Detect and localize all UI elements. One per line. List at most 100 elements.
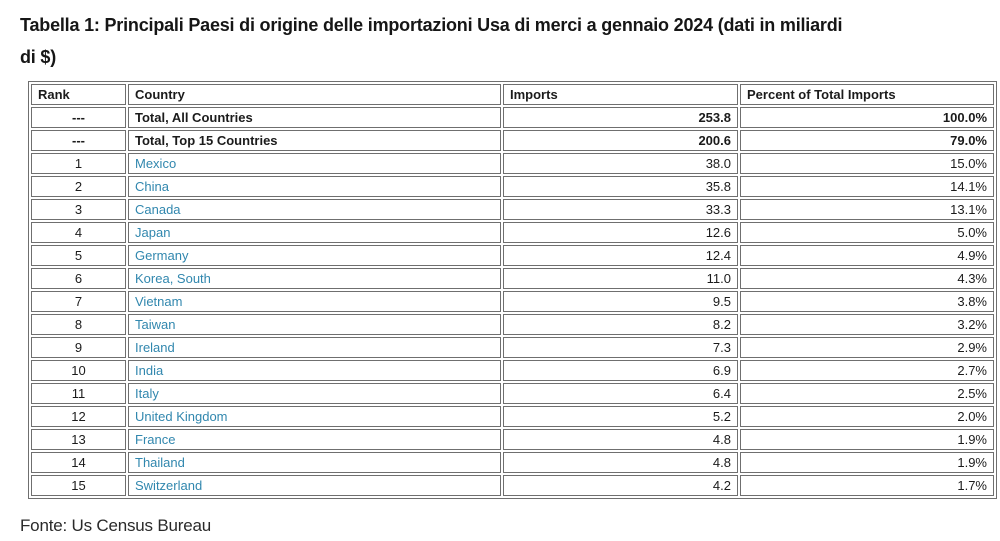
country-link[interactable]: India — [135, 363, 164, 378]
imports-cell: 4.2 — [503, 475, 738, 496]
percent-cell: 2.7% — [740, 360, 994, 381]
percent-cell: 3.8% — [740, 291, 994, 312]
country-cell: Japan — [128, 222, 501, 243]
table-row: 15 Switzerland 4.2 1.7% — [31, 475, 994, 496]
country-cell: Taiwan — [128, 314, 501, 335]
country-cell: France — [128, 429, 501, 450]
rank-cell: 9 — [31, 337, 126, 358]
imports-cell: 12.4 — [503, 245, 738, 266]
column-header-imports: Imports — [503, 84, 738, 105]
country-link[interactable]: Korea, South — [135, 271, 211, 286]
total-row: --- Total, All Countries 253.8 100.0% — [31, 107, 994, 128]
percent-cell: 1.9% — [740, 452, 994, 473]
table-title: Tabella 1: Principali Paesi di origine d… — [20, 9, 992, 73]
percent-cell: 3.2% — [740, 314, 994, 335]
table-row: 8 Taiwan 8.2 3.2% — [31, 314, 994, 335]
imports-cell: 4.8 — [503, 429, 738, 450]
imports-cell: 9.5 — [503, 291, 738, 312]
percent-cell: 2.5% — [740, 383, 994, 404]
country-cell: Italy — [128, 383, 501, 404]
country-cell: Switzerland — [128, 475, 501, 496]
country-link[interactable]: France — [135, 432, 176, 447]
table-row: 5 Germany 12.4 4.9% — [31, 245, 994, 266]
imports-table: Rank Country Imports Percent of Total Im… — [28, 81, 997, 499]
column-header-percent: Percent of Total Imports — [740, 84, 994, 105]
imports-cell: 35.8 — [503, 176, 738, 197]
country-link[interactable]: Ireland — [135, 340, 175, 355]
rank-cell: 2 — [31, 176, 126, 197]
rank-cell: 11 — [31, 383, 126, 404]
percent-cell: 2.0% — [740, 406, 994, 427]
percent-cell: 100.0% — [740, 107, 994, 128]
percent-cell: 13.1% — [740, 199, 994, 220]
rank-cell: 13 — [31, 429, 126, 450]
country-link[interactable]: Taiwan — [135, 317, 176, 332]
imports-table-body: --- Total, All Countries 253.8 100.0% --- Tot… — [31, 107, 994, 496]
percent-cell: 5.0% — [740, 222, 994, 243]
country-link[interactable]: Italy — [135, 386, 159, 401]
table-title-line1: Tabella 1: Principali Paesi di origine d… — [20, 15, 843, 35]
country-cell: Mexico — [128, 153, 501, 174]
table-row: 2 China 35.8 14.1% — [31, 176, 994, 197]
country-link[interactable]: Mexico — [135, 156, 177, 171]
country-cell: Total, All Countries — [128, 107, 501, 128]
percent-cell: 79.0% — [740, 130, 994, 151]
rank-cell: 12 — [31, 406, 126, 427]
table-row: 11 Italy 6.4 2.5% — [31, 383, 994, 404]
rank-cell: --- — [31, 130, 126, 151]
table-row: 12 United Kingdom 5.2 2.0% — [31, 406, 994, 427]
table-row: 10 India 6.9 2.7% — [31, 360, 994, 381]
rank-cell: 15 — [31, 475, 126, 496]
imports-cell: 200.6 — [503, 130, 738, 151]
country-cell: United Kingdom — [128, 406, 501, 427]
table-row: 14 Thailand 4.8 1.9% — [31, 452, 994, 473]
imports-cell: 11.0 — [503, 268, 738, 289]
percent-cell: 14.1% — [740, 176, 994, 197]
country-cell: Canada — [128, 199, 501, 220]
country-link[interactable]: Germany — [135, 248, 189, 263]
rank-cell: 8 — [31, 314, 126, 335]
country-link[interactable]: Thailand — [135, 455, 185, 470]
table-title-line2: di $) — [20, 47, 57, 67]
source-note: Fonte: Us Census Bureau — [20, 516, 211, 535]
country-link[interactable]: United Kingdom — [135, 409, 228, 424]
imports-cell: 5.2 — [503, 406, 738, 427]
table-row: 6 Korea, South 11.0 4.3% — [31, 268, 994, 289]
country-link[interactable]: China — [135, 179, 169, 194]
country-cell: Korea, South — [128, 268, 501, 289]
table-row: 4 Japan 12.6 5.0% — [31, 222, 994, 243]
imports-cell: 7.3 — [503, 337, 738, 358]
percent-cell: 4.3% — [740, 268, 994, 289]
rank-cell: 4 — [31, 222, 126, 243]
imports-cell: 8.2 — [503, 314, 738, 335]
country-link[interactable]: Canada — [135, 202, 181, 217]
country-cell: China — [128, 176, 501, 197]
country-cell: Thailand — [128, 452, 501, 473]
country-link[interactable]: Vietnam — [135, 294, 183, 309]
percent-cell: 4.9% — [740, 245, 994, 266]
table-row: 13 France 4.8 1.9% — [31, 429, 994, 450]
imports-cell: 33.3 — [503, 199, 738, 220]
imports-cell: 6.4 — [503, 383, 738, 404]
total-row: --- Total, Top 15 Countries 200.6 79.0% — [31, 130, 994, 151]
percent-cell: 15.0% — [740, 153, 994, 174]
rank-cell: 1 — [31, 153, 126, 174]
rank-cell: 5 — [31, 245, 126, 266]
rank-cell: 6 — [31, 268, 126, 289]
country-cell: Ireland — [128, 337, 501, 358]
percent-cell: 2.9% — [740, 337, 994, 358]
rank-cell: 10 — [31, 360, 126, 381]
rank-cell: 14 — [31, 452, 126, 473]
country-cell: Vietnam — [128, 291, 501, 312]
imports-cell: 6.9 — [503, 360, 738, 381]
country-link[interactable]: Japan — [135, 225, 171, 240]
column-header-country: Country — [128, 84, 501, 105]
imports-cell: 253.8 — [503, 107, 738, 128]
rank-cell: --- — [31, 107, 126, 128]
imports-cell: 12.6 — [503, 222, 738, 243]
imports-cell: 38.0 — [503, 153, 738, 174]
table-row: 7 Vietnam 9.5 3.8% — [31, 291, 994, 312]
rank-cell: 7 — [31, 291, 126, 312]
column-header-rank: Rank — [31, 84, 126, 105]
country-link[interactable]: Switzerland — [135, 478, 203, 493]
